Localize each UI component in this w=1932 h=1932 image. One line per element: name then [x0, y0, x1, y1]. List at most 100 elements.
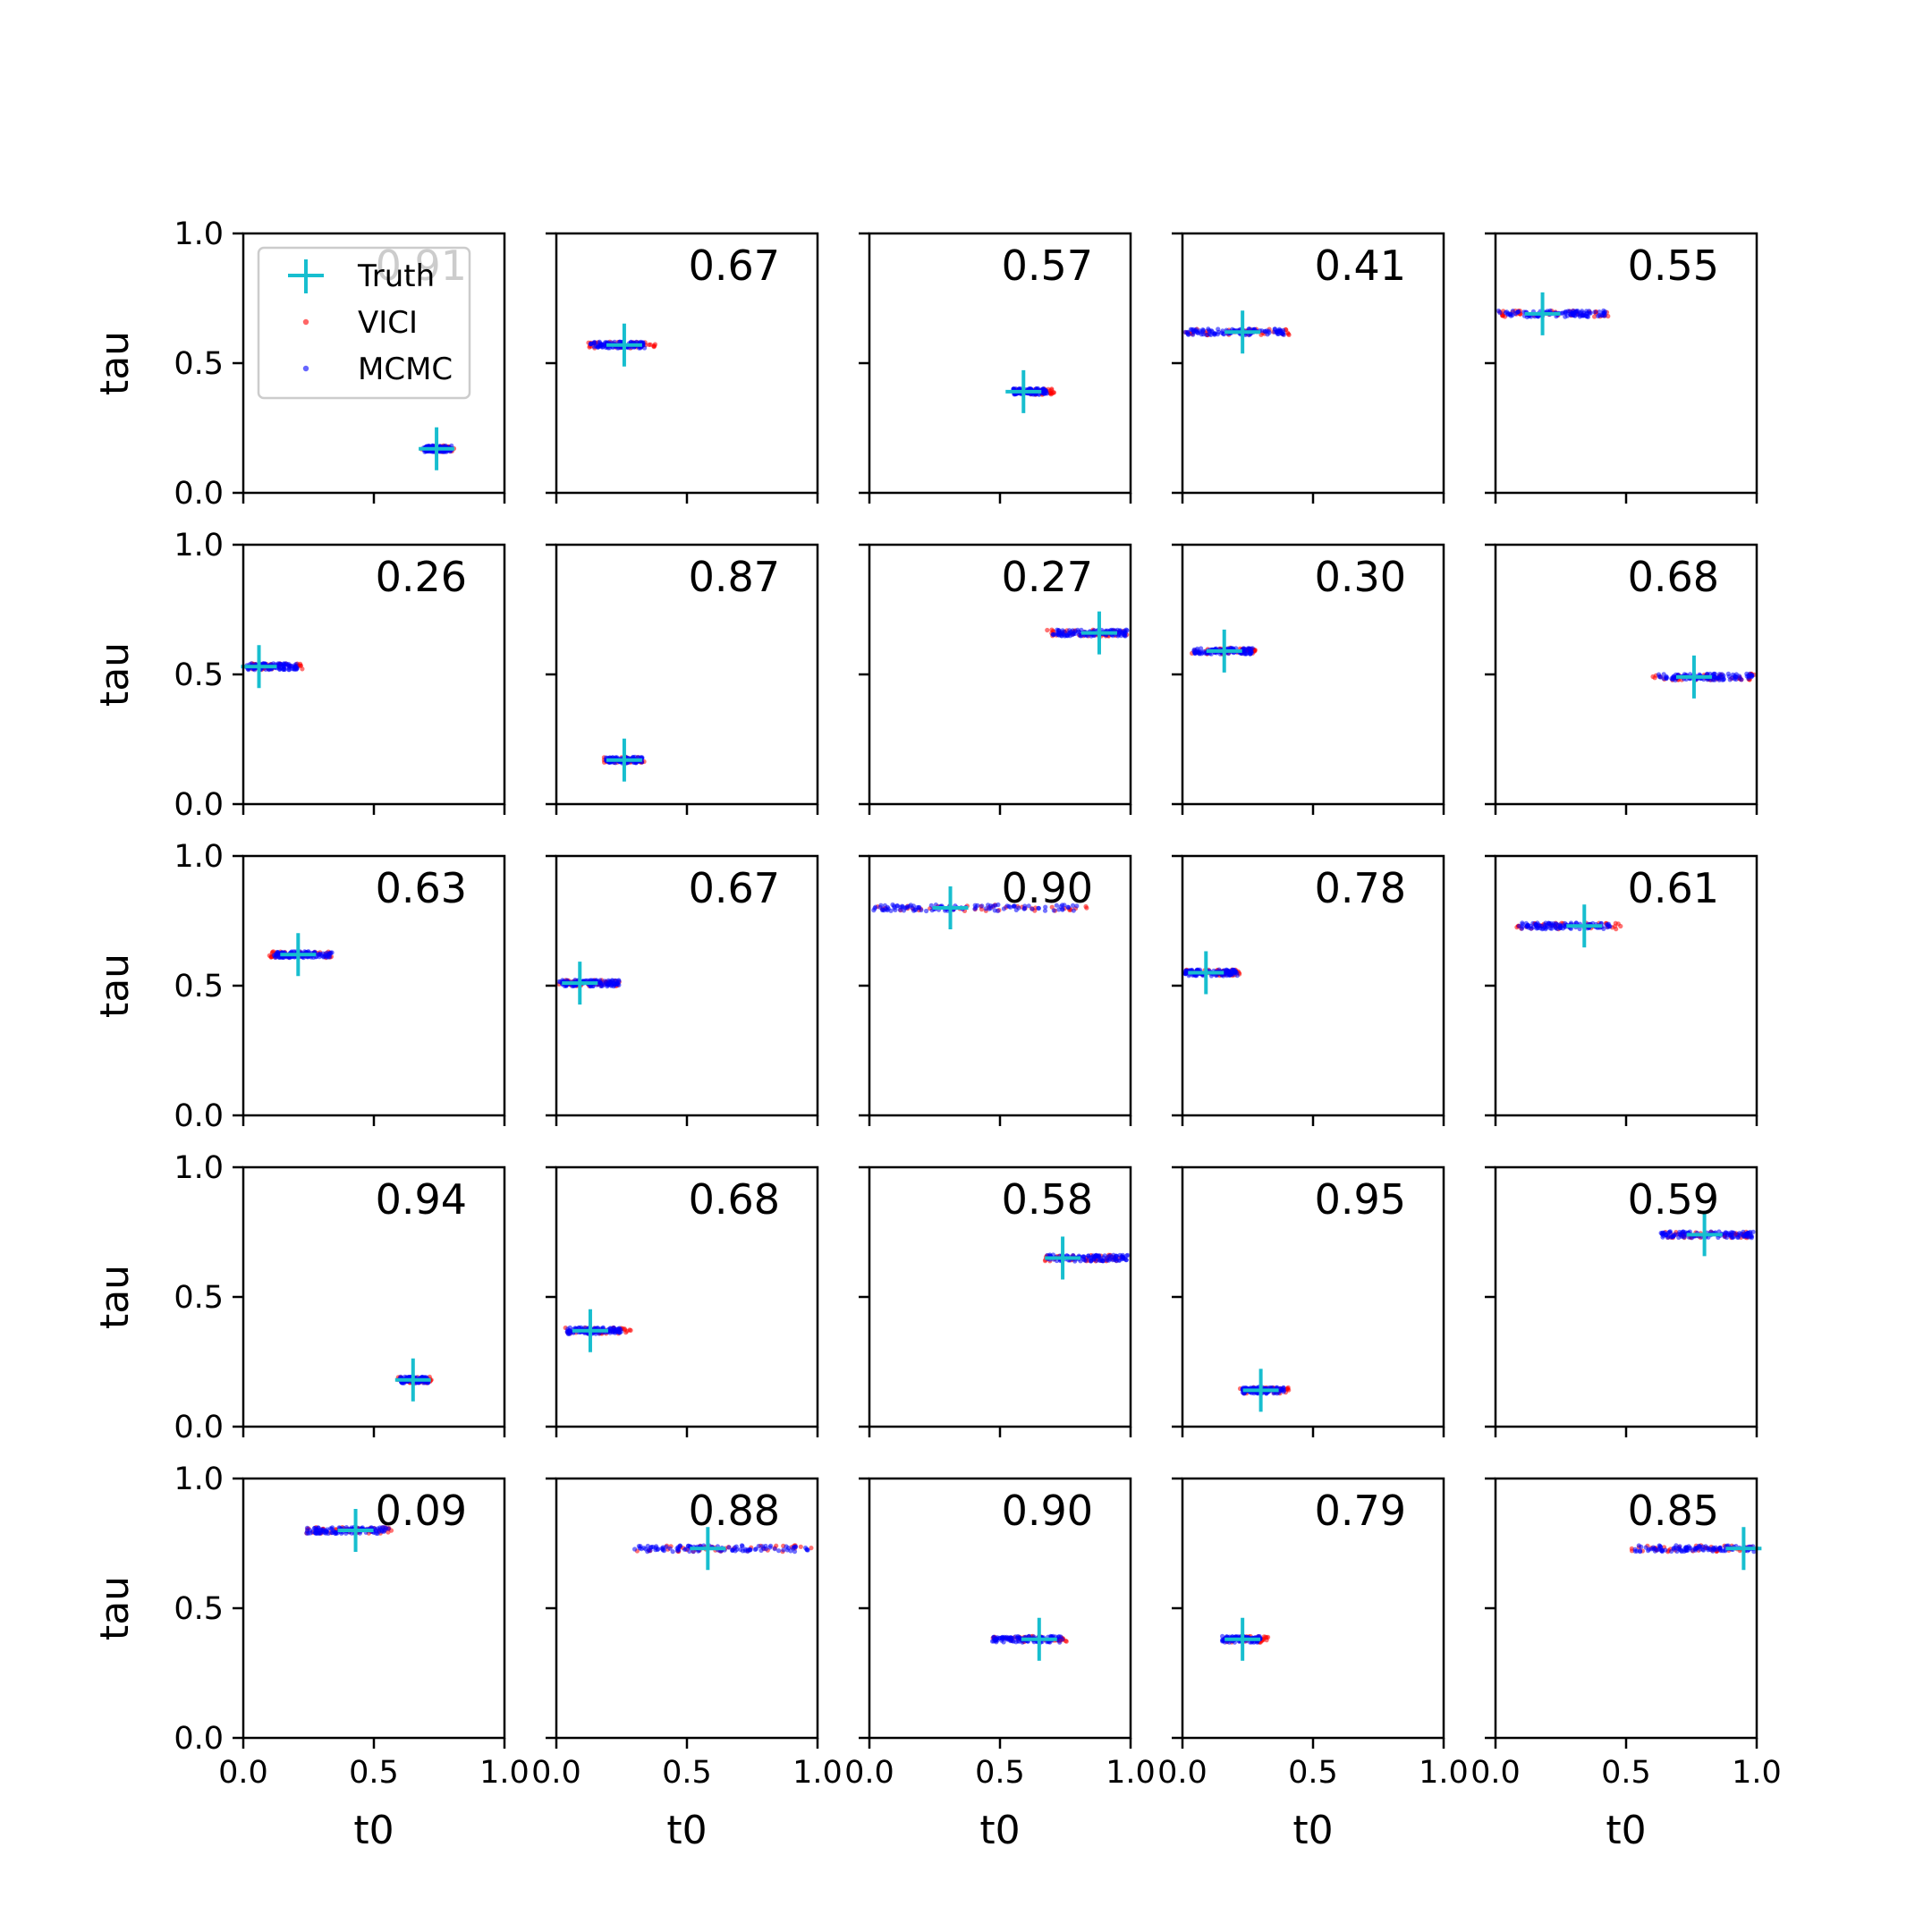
mcmc-point [602, 979, 607, 984]
overlap-score: 0.88 [689, 1487, 780, 1535]
mcmc-point [1602, 313, 1607, 318]
truth-marker [1224, 310, 1261, 354]
subplot-4-1: 0.0 0.5 1.0 tau 0.94 [92, 1150, 506, 1445]
overlap-score: 0.59 [1628, 1175, 1719, 1224]
mcmc-point [1225, 968, 1231, 973]
truth-marker [1045, 1236, 1081, 1280]
truth-marker [1566, 904, 1603, 948]
overlap-score: 0.95 [1315, 1175, 1406, 1224]
truth-marker [280, 933, 317, 977]
overlap-score: 0.61 [1628, 864, 1719, 912]
mcmc-point [661, 1548, 667, 1554]
mcmc-point [313, 1527, 318, 1532]
subplot-3-5: 0.61 [1485, 854, 1758, 1126]
mcmc-point [422, 449, 428, 454]
mcmc-point [1092, 1254, 1097, 1259]
mcmc-point [566, 1328, 572, 1334]
mcmc-point [1044, 391, 1049, 396]
mcmc-point [1670, 676, 1675, 682]
mcmc-point [1514, 309, 1520, 315]
truth-marker [1242, 1368, 1279, 1412]
truth-marker [1005, 369, 1042, 413]
mcmc-point [763, 1546, 769, 1552]
mcmc-point [1636, 1543, 1641, 1548]
x-tick-label: 1.0 [1419, 1755, 1469, 1791]
mcmc-point [1705, 1546, 1710, 1551]
x-tick-label: 0.5 [662, 1755, 712, 1791]
mcmc-point [884, 906, 889, 912]
mcmc-point [1724, 1234, 1730, 1241]
x-tick-label: 0.0 [844, 1755, 894, 1791]
mcmc-point [677, 1543, 682, 1548]
mcmc-point [654, 1544, 659, 1549]
mcmc-point [1192, 650, 1198, 656]
mcmc-point [904, 904, 911, 910]
mcmc-point [641, 1546, 647, 1551]
mcmc-point [1592, 309, 1597, 315]
y-axis-label: tau [92, 953, 138, 1018]
mcmc-point [282, 662, 287, 667]
mcmc-point [1279, 331, 1284, 336]
mcmc-point [1076, 629, 1081, 634]
mcmc-point [1182, 971, 1188, 977]
mcmc-point [991, 903, 996, 909]
mcmc-point [1601, 308, 1606, 313]
mcmc-point [304, 1528, 310, 1534]
mcmc-point [756, 1544, 761, 1549]
vici-point [300, 666, 305, 672]
subplot-2-3: 0.27 [859, 543, 1132, 815]
subplot-4-5: 0.59 [1485, 1165, 1758, 1437]
mcmc-point [1247, 326, 1252, 332]
mcmc-point [294, 665, 300, 671]
mcmc-point [1050, 631, 1055, 637]
y-tick-label: 0.0 [174, 1721, 224, 1757]
mcmc-point [1200, 327, 1206, 334]
mcmc-point [781, 1547, 786, 1553]
mcmc-point [1676, 1234, 1682, 1241]
overlap-score: 0.68 [1628, 553, 1719, 601]
x-tick-label: 0.0 [218, 1755, 268, 1791]
vici-point [627, 1327, 632, 1333]
x-tick-label: 0.5 [1601, 1755, 1651, 1791]
mcmc-point [1120, 1257, 1125, 1262]
truth-marker [1021, 1617, 1057, 1661]
y-axis-label: tau [92, 331, 138, 395]
truth-marker [606, 738, 642, 782]
subplot-2-2: 0.87 [546, 543, 819, 815]
mcmc-point [776, 1548, 782, 1554]
mcmc-point [1191, 326, 1196, 333]
mcmc-point [890, 902, 895, 908]
vici-point [1047, 388, 1053, 394]
mcmc-point [1701, 1547, 1707, 1553]
mcmc-point [1729, 1230, 1734, 1235]
mcmc-point [616, 979, 622, 984]
truth-marker [572, 1309, 608, 1352]
mcmc-point [588, 341, 594, 346]
mcmc-point [1657, 1544, 1663, 1549]
vici-point [1606, 313, 1611, 319]
mcmc-point [642, 345, 648, 351]
x-axis-label: t0 [979, 1808, 1020, 1853]
mcmc-point [992, 1638, 997, 1643]
mcmc-point [1746, 674, 1751, 680]
mcmc-point [1606, 924, 1612, 929]
mcmc-point [1107, 1253, 1113, 1258]
x-tick-label: 0.5 [1288, 1755, 1338, 1791]
mcmc-point [1551, 923, 1556, 928]
mcmc-point [1544, 925, 1549, 930]
mcmc-point [1113, 1256, 1119, 1262]
y-axis-label: tau [92, 642, 138, 707]
subplot-4-4: 0.95 [1172, 1165, 1445, 1437]
legend-mcmc-marker [302, 365, 309, 372]
overlap-score: 0.55 [1628, 242, 1719, 290]
subplot-5-3: 0.0 0.5 1.0 t0 0.90 [844, 1477, 1156, 1853]
mcmc-point [1060, 1637, 1065, 1642]
overlap-score: 0.57 [1002, 242, 1093, 290]
mcmc-point [323, 1530, 329, 1536]
mcmc-point [632, 1546, 638, 1552]
mcmc-point [1745, 1231, 1750, 1236]
mcmc-point [1676, 1546, 1682, 1551]
mcmc-point [607, 1326, 614, 1331]
overlap-score: 0.85 [1628, 1487, 1719, 1535]
subplot-5-5: 0.0 0.5 1.0 t0 0.85 [1470, 1477, 1782, 1853]
